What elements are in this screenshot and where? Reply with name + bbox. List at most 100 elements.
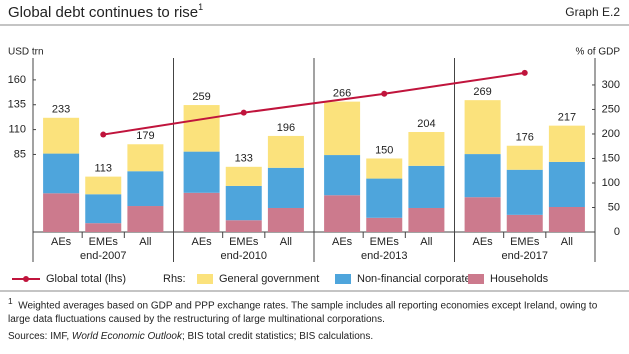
legend-label: Non-financial corporates: [357, 273, 477, 285]
bar-segment: [506, 214, 543, 232]
chart: Global debt continues to rise1 Graph E.2…: [0, 2, 629, 292]
group-label: end-2013: [361, 250, 408, 262]
total-label: 259: [192, 91, 210, 103]
bar-segment: [408, 165, 445, 208]
bar-segment: [127, 171, 164, 207]
legend-rhs: Rhs:: [163, 273, 186, 285]
bar-segment: [366, 178, 403, 218]
sources-text: Sources: IMF,: [8, 331, 72, 342]
x-tick-label: AEs: [473, 236, 494, 248]
bar-segment: [43, 193, 80, 232]
line-point: [381, 90, 388, 97]
title-text: Global debt continues to rise: [8, 4, 198, 21]
bar-segment: [43, 117, 80, 154]
total-label: 233: [52, 104, 70, 116]
footnote-text: Weighted averages based on GDP and PPP e…: [8, 300, 598, 326]
x-tick-label: AEs: [51, 236, 72, 248]
bar-segment: [366, 217, 403, 232]
bar-segment: [464, 100, 501, 155]
y2-tick-label: 300: [602, 79, 620, 91]
bar-segment: [267, 135, 304, 168]
total-label: 176: [516, 132, 534, 144]
y2-tick-label: 250: [602, 103, 620, 115]
x-tick-label: EMEs: [370, 236, 400, 248]
footnote-marker: 1: [8, 296, 13, 306]
total-label: 269: [473, 86, 491, 98]
total-label: 204: [417, 118, 435, 130]
bar-segment: [225, 166, 262, 186]
x-tick-label: All: [280, 236, 292, 248]
total-label: 196: [277, 122, 295, 134]
bar-segment: [43, 153, 80, 194]
footnote: 1 Weighted averages based on GDP and PPP…: [8, 294, 620, 327]
group-label: end-2007: [80, 250, 127, 262]
graph-label: Graph E.2: [565, 5, 620, 19]
legend-swatch: [468, 274, 484, 284]
group-label: end-2017: [502, 250, 549, 262]
total-label: 150: [375, 144, 393, 156]
bar-segment: [324, 155, 361, 196]
y2-axis-label: % of GDP: [576, 47, 621, 58]
bar-segment: [548, 125, 585, 162]
x-tick-label: EMEs: [89, 236, 119, 248]
bar-segment: [408, 207, 445, 232]
y-tick-label: 135: [8, 99, 26, 111]
line-point: [100, 131, 107, 138]
legend-swatch: [197, 274, 213, 284]
legend-swatch: [335, 274, 351, 284]
bar-segment: [324, 195, 361, 232]
y-tick-label: 110: [8, 123, 26, 135]
x-tick-label: All: [561, 236, 573, 248]
bar-segment: [506, 169, 543, 215]
x-tick-label: All: [139, 236, 151, 248]
x-tick-label: AEs: [192, 236, 213, 248]
group-label: end-2010: [221, 250, 268, 262]
bar-segment: [324, 101, 361, 156]
bar-segment: [548, 207, 585, 232]
y2-tick-label: 50: [608, 201, 620, 213]
y2-tick-label: 200: [602, 128, 620, 140]
x-tick-label: All: [420, 236, 432, 248]
sources: Sources: IMF, World Economic Outlook; BI…: [8, 330, 620, 344]
legend-label: General government: [219, 273, 319, 285]
bar-segment: [183, 151, 220, 193]
bar-segment: [225, 185, 262, 221]
line-point: [240, 109, 247, 116]
legend-label: Households: [490, 273, 549, 285]
total-label: 179: [136, 130, 154, 142]
bar-segment: [548, 161, 585, 208]
sources-title: World Economic Outlook: [71, 331, 182, 342]
line: [103, 71, 525, 136]
bar-segment: [267, 167, 304, 208]
legend-label: Global total (lhs): [46, 273, 126, 285]
bar-segment: [464, 197, 501, 232]
bar-segment: [85, 223, 122, 232]
bar-segment: [183, 192, 220, 232]
total-label: 217: [558, 112, 576, 124]
x-tick-label: EMEs: [229, 236, 259, 248]
line-point: [521, 69, 528, 76]
bar-segment: [267, 207, 304, 232]
bar-segment: [183, 105, 220, 152]
bar-segment: [464, 154, 501, 198]
title-note: 1: [198, 2, 203, 12]
bar-segment: [225, 220, 262, 232]
total-label: 266: [333, 88, 351, 100]
bar-segment: [408, 132, 445, 166]
y2-tick-label: 150: [602, 152, 620, 164]
y-tick-label: 85: [14, 148, 26, 160]
y2-tick-label: 100: [602, 177, 620, 189]
sources-text: ; BIS total credit statistics; BIS calcu…: [181, 331, 374, 342]
x-tick-label: AEs: [332, 236, 353, 248]
y2-tick-label: 0: [614, 226, 620, 238]
bar-segment: [85, 176, 122, 195]
bar-segment: [127, 206, 164, 232]
bar-segment: [366, 158, 403, 179]
bar-segment: [127, 144, 164, 172]
y-tick-label: 160: [8, 74, 26, 86]
total-label: 113: [94, 163, 112, 175]
x-tick-label: EMEs: [510, 236, 540, 248]
chart-title: Global debt continues to rise1: [8, 2, 203, 21]
bar-segment: [85, 194, 122, 224]
